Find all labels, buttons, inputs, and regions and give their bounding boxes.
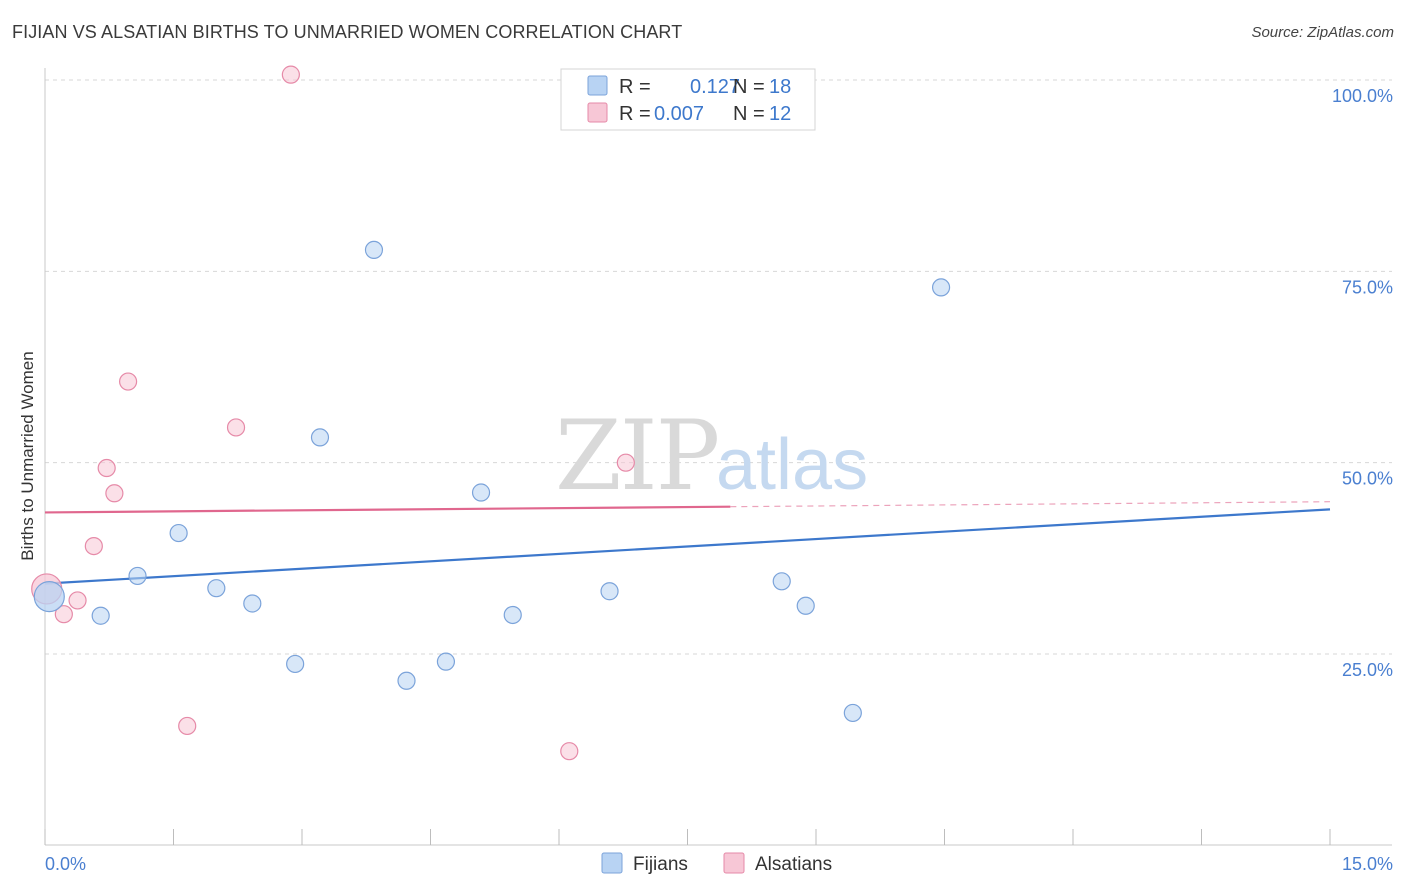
- y-tick-label-75: 75.0%: [1342, 277, 1393, 297]
- series-legend: Fijians Alsatians: [601, 852, 832, 875]
- chart-title: FIJIAN VS ALSATIAN BIRTHS TO UNMARRIED W…: [12, 22, 683, 42]
- point-alsatians-3: [84, 536, 103, 556]
- legend-r-label-alsatians: R =: [619, 103, 651, 125]
- point-fijians-0: [33, 580, 65, 613]
- watermark: ZIP atlas: [555, 400, 868, 512]
- point-alsatians-11: [616, 453, 635, 472]
- point-fijians-2: [128, 566, 147, 586]
- point-fijians-11: [471, 483, 491, 502]
- watermark-zip: ZIP: [555, 400, 718, 512]
- legend-swatch-fijians: [587, 75, 608, 96]
- trend-lines: [44, 501, 1331, 585]
- point-fijians-12: [503, 605, 522, 625]
- point-fijians-4: [207, 579, 226, 598]
- point-alsatians-8: [226, 418, 246, 437]
- x-tick-label-max: 15.0%: [1342, 854, 1393, 874]
- point-alsatians-2: [68, 591, 87, 610]
- point-fijians-15: [796, 596, 815, 615]
- point-fijians-9: [397, 671, 416, 690]
- point-alsatians-9: [281, 65, 300, 84]
- point-fijians-6: [286, 654, 305, 674]
- trend-line-fijians: [44, 508, 1331, 585]
- point-fijians-3: [169, 523, 188, 543]
- y-tick-label-25: 25.0%: [1342, 660, 1393, 680]
- legend-n-label-alsatians: N =: [733, 103, 765, 125]
- legend-n-value-fijians: 18: [769, 76, 791, 98]
- point-fijians-14: [772, 572, 791, 591]
- y-tick-labels: 25.0% 50.0% 75.0% 100.0%: [1332, 86, 1393, 680]
- point-fijians-16: [843, 703, 862, 723]
- trend-line-extension-alsatians: [730, 501, 1331, 508]
- point-fijians-17: [931, 278, 951, 297]
- point-fijians-8: [364, 240, 384, 260]
- legend-r-value-alsatians: 0.007: [654, 103, 704, 125]
- x-ticks: [44, 829, 1331, 845]
- bottom-legend-label-fijians: Fijians: [633, 854, 688, 875]
- watermark-atlas: atlas: [716, 425, 868, 505]
- y-tick-label-100: 100.0%: [1332, 86, 1393, 106]
- legend-r-label-fijians: R =: [619, 76, 651, 98]
- legend-r-value-fijians: 0.127: [690, 76, 740, 98]
- point-fijians-10: [436, 652, 456, 671]
- correlation-legend: R = 0.127 N = 18 R = 0.007 N = 12: [560, 68, 816, 131]
- legend-swatch-alsatians: [587, 102, 608, 123]
- bottom-legend-label-alsatians: Alsatians: [755, 854, 832, 875]
- point-alsatians-4: [97, 458, 116, 478]
- trend-line-alsatians: [44, 505, 731, 514]
- point-fijians-7: [310, 428, 330, 447]
- bottom-legend-swatch-fijians: [601, 852, 623, 874]
- x-tick-label-min: 0.0%: [45, 854, 86, 874]
- point-alsatians-10: [560, 742, 579, 761]
- gridlines: [45, 79, 1392, 655]
- bottom-legend-swatch-alsatians: [723, 852, 745, 874]
- legend-n-label-fijians: N =: [733, 76, 765, 98]
- point-fijians-5: [243, 594, 262, 613]
- y-tick-label-50: 50.0%: [1342, 469, 1393, 489]
- source-label: Source: ZipAtlas.com: [1251, 24, 1394, 41]
- point-alsatians-7: [178, 716, 197, 736]
- point-fijians-1: [91, 606, 110, 625]
- point-alsatians-5: [105, 484, 124, 503]
- point-alsatians-6: [118, 372, 138, 391]
- legend-n-value-alsatians: 12: [769, 103, 791, 125]
- point-fijians-13: [600, 582, 619, 601]
- data-points: [31, 65, 951, 761]
- axes: [44, 68, 1392, 846]
- point-alsatians-1: [54, 605, 73, 624]
